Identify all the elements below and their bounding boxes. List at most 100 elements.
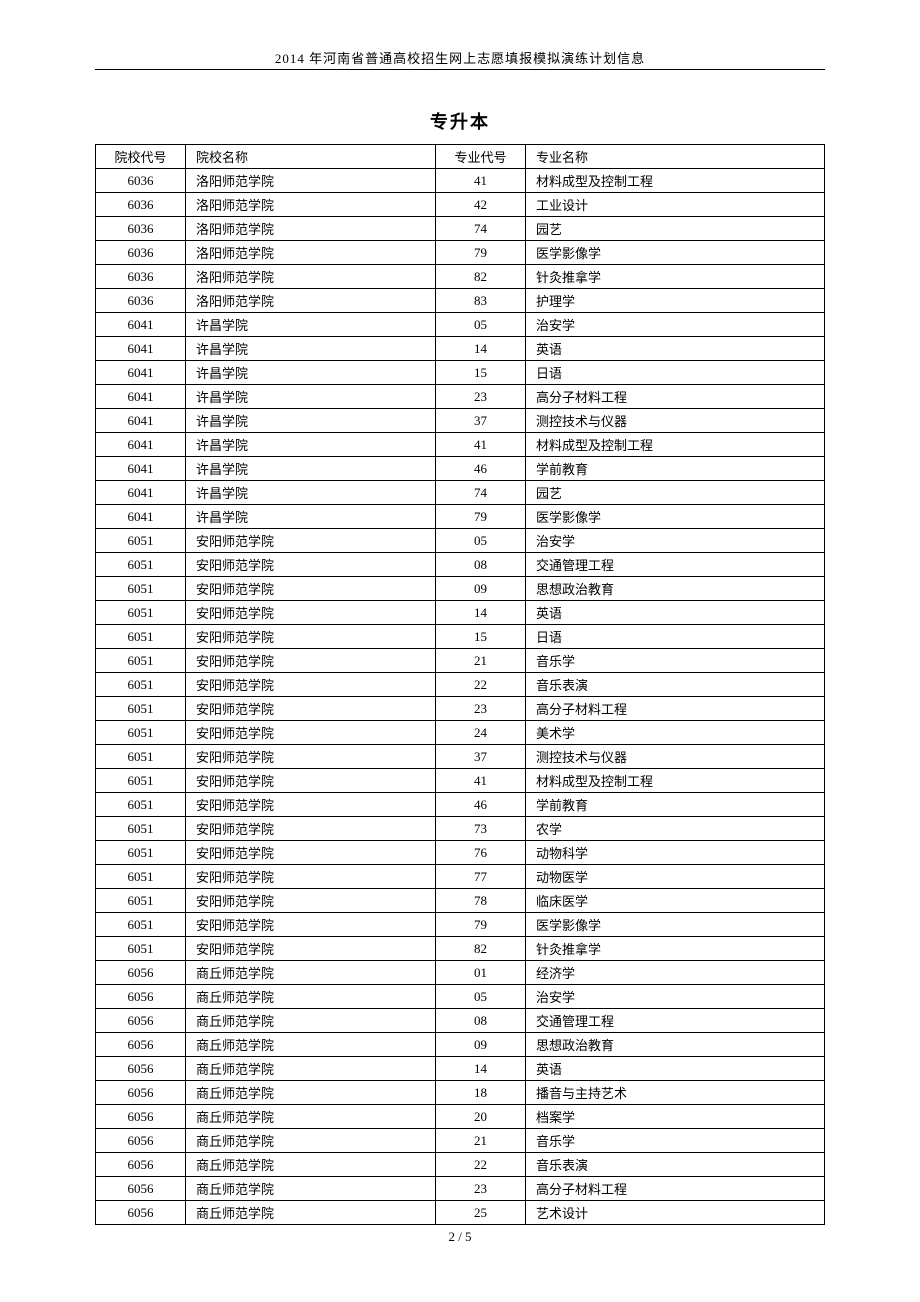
table-cell: 6041: [96, 433, 186, 457]
table-cell: 18: [436, 1081, 526, 1105]
table-body: 6036洛阳师范学院41材料成型及控制工程6036洛阳师范学院42工业设计603…: [96, 169, 825, 1225]
table-cell: 6056: [96, 1129, 186, 1153]
table-cell: 许昌学院: [186, 457, 436, 481]
table-cell: 22: [436, 1153, 526, 1177]
table-cell: 洛阳师范学院: [186, 193, 436, 217]
table-row: 6036洛阳师范学院74园艺: [96, 217, 825, 241]
table-cell: 6056: [96, 1153, 186, 1177]
table-cell: 6051: [96, 865, 186, 889]
table-cell: 许昌学院: [186, 481, 436, 505]
table-cell: 英语: [526, 1057, 825, 1081]
table-row: 6041许昌学院74园艺: [96, 481, 825, 505]
table-cell: 22: [436, 673, 526, 697]
table-cell: 74: [436, 481, 526, 505]
table-cell: 79: [436, 241, 526, 265]
table-cell: 42: [436, 193, 526, 217]
table-row: 6056商丘师范学院20档案学: [96, 1105, 825, 1129]
table-cell: 20: [436, 1105, 526, 1129]
col-header-major-code: 专业代号: [436, 145, 526, 169]
table-cell: 商丘师范学院: [186, 1177, 436, 1201]
page-footer: 2 / 5: [95, 1229, 825, 1245]
table-cell: 76: [436, 841, 526, 865]
table-cell: 临床医学: [526, 889, 825, 913]
table-cell: 6041: [96, 337, 186, 361]
table-cell: 播音与主持艺术: [526, 1081, 825, 1105]
table-cell: 08: [436, 1009, 526, 1033]
table-cell: 08: [436, 553, 526, 577]
table-cell: 6051: [96, 817, 186, 841]
table-cell: 6051: [96, 553, 186, 577]
table-header-row: 院校代号 院校名称 专业代号 专业名称: [96, 145, 825, 169]
table-cell: 安阳师范学院: [186, 577, 436, 601]
table-cell: 园艺: [526, 217, 825, 241]
table-row: 6051安阳师范学院09思想政治教育: [96, 577, 825, 601]
enrollment-plan-table: 院校代号 院校名称 专业代号 专业名称 6036洛阳师范学院41材料成型及控制工…: [95, 144, 825, 1225]
table-cell: 商丘师范学院: [186, 1057, 436, 1081]
table-cell: 商丘师范学院: [186, 1153, 436, 1177]
table-cell: 6056: [96, 1081, 186, 1105]
table-cell: 商丘师范学院: [186, 985, 436, 1009]
table-cell: 6036: [96, 169, 186, 193]
table-cell: 6051: [96, 577, 186, 601]
table-cell: 许昌学院: [186, 337, 436, 361]
table-cell: 25: [436, 1201, 526, 1225]
table-cell: 安阳师范学院: [186, 889, 436, 913]
table-cell: 医学影像学: [526, 241, 825, 265]
table-cell: 许昌学院: [186, 361, 436, 385]
table-cell: 6051: [96, 745, 186, 769]
table-row: 6051安阳师范学院79医学影像学: [96, 913, 825, 937]
table-cell: 园艺: [526, 481, 825, 505]
table-row: 6051安阳师范学院22音乐表演: [96, 673, 825, 697]
table-row: 6051安阳师范学院78临床医学: [96, 889, 825, 913]
table-row: 6041许昌学院46学前教育: [96, 457, 825, 481]
table-row: 6056商丘师范学院01经济学: [96, 961, 825, 985]
table-cell: 6041: [96, 457, 186, 481]
table-cell: 安阳师范学院: [186, 721, 436, 745]
table-cell: 日语: [526, 361, 825, 385]
table-row: 6056商丘师范学院05治安学: [96, 985, 825, 1009]
table-cell: 6051: [96, 529, 186, 553]
table-row: 6051安阳师范学院08交通管理工程: [96, 553, 825, 577]
table-cell: 6056: [96, 1009, 186, 1033]
table-cell: 治安学: [526, 985, 825, 1009]
table-cell: 音乐学: [526, 649, 825, 673]
header-divider: [95, 69, 825, 70]
table-row: 6036洛阳师范学院42工业设计: [96, 193, 825, 217]
table-cell: 安阳师范学院: [186, 865, 436, 889]
table-row: 6051安阳师范学院46学前教育: [96, 793, 825, 817]
table-cell: 洛阳师范学院: [186, 217, 436, 241]
table-cell: 78: [436, 889, 526, 913]
table-cell: 6056: [96, 1201, 186, 1225]
table-cell: 安阳师范学院: [186, 601, 436, 625]
table-row: 6041许昌学院41材料成型及控制工程: [96, 433, 825, 457]
table-row: 6051安阳师范学院37测控技术与仪器: [96, 745, 825, 769]
table-cell: 46: [436, 793, 526, 817]
table-cell: 82: [436, 937, 526, 961]
table-cell: 治安学: [526, 529, 825, 553]
table-row: 6051安阳师范学院73农学: [96, 817, 825, 841]
table-cell: 41: [436, 433, 526, 457]
table-cell: 音乐表演: [526, 1153, 825, 1177]
table-cell: 15: [436, 625, 526, 649]
table-cell: 音乐表演: [526, 673, 825, 697]
table-cell: 商丘师范学院: [186, 1201, 436, 1225]
table-cell: 安阳师范学院: [186, 937, 436, 961]
table-cell: 6041: [96, 481, 186, 505]
table-cell: 安阳师范学院: [186, 841, 436, 865]
table-cell: 74: [436, 217, 526, 241]
table-cell: 77: [436, 865, 526, 889]
table-cell: 6041: [96, 505, 186, 529]
table-cell: 经济学: [526, 961, 825, 985]
table-cell: 思想政治教育: [526, 1033, 825, 1057]
table-cell: 6036: [96, 289, 186, 313]
table-cell: 洛阳师范学院: [186, 289, 436, 313]
table-cell: 14: [436, 1057, 526, 1081]
table-cell: 安阳师范学院: [186, 553, 436, 577]
table-cell: 6051: [96, 841, 186, 865]
table-cell: 23: [436, 385, 526, 409]
table-row: 6041许昌学院05治安学: [96, 313, 825, 337]
table-cell: 14: [436, 601, 526, 625]
table-cell: 日语: [526, 625, 825, 649]
table-cell: 6041: [96, 361, 186, 385]
table-cell: 6051: [96, 937, 186, 961]
